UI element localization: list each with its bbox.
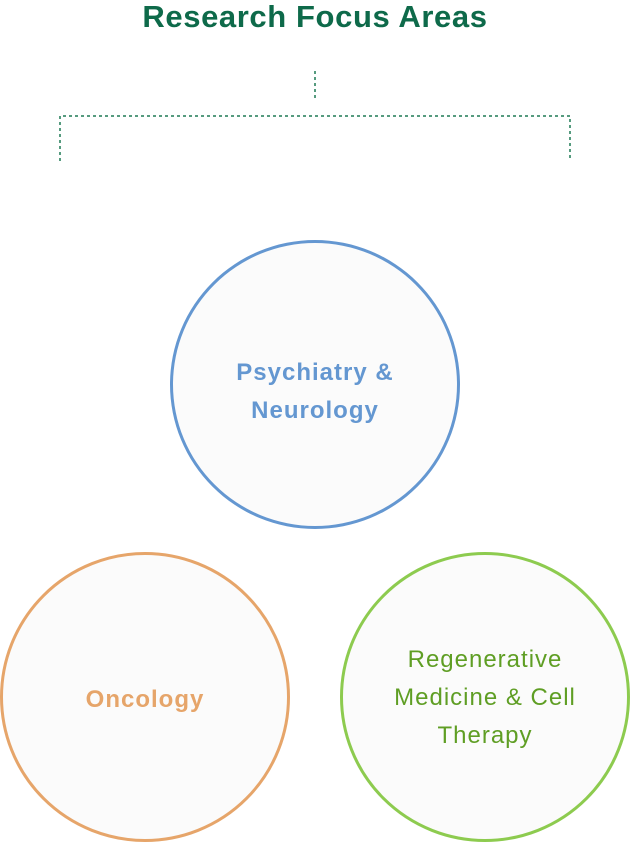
connector-bracket: [59, 71, 571, 161]
area-regenerative-medicine: Regenerative Medicine & Cell Therapy: [340, 552, 630, 842]
diagram-title: Research Focus Areas: [142, 0, 488, 34]
area-oncology: Oncology: [0, 552, 290, 842]
area-label-psychiatry-neurology: Psychiatry & Neurology: [236, 358, 394, 424]
connector-bar: [59, 115, 571, 161]
area-psychiatry-neurology: Psychiatry & Neurology: [170, 240, 460, 529]
area-label-oncology: Oncology: [85, 686, 205, 713]
area-label-regenerative-medicine: Regenerative Medicine & Cell Therapy: [394, 646, 576, 749]
